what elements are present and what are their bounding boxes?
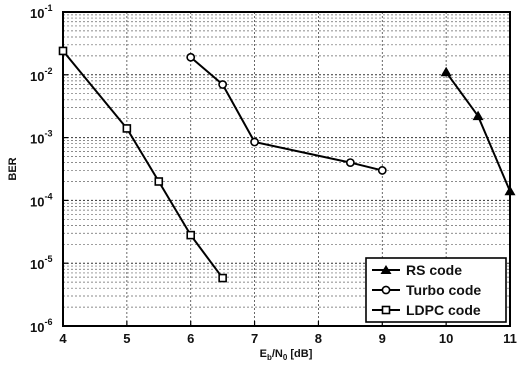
series-line-circle (190, 56, 383, 172)
y-tick-label: 10-1 (30, 3, 52, 21)
legend-circle-marker (381, 285, 391, 295)
y-tick-label: 10-2 (30, 66, 52, 84)
data-point-square (58, 46, 68, 56)
legend-entry-turbo: Turbo code (372, 282, 481, 298)
y-axis-label: BER (7, 157, 19, 180)
legend-label-turbo: Turbo code (406, 282, 481, 298)
x-tick-label: 6 (187, 331, 194, 346)
data-point-triangle (504, 185, 516, 196)
data-point-circle (186, 52, 196, 62)
data-point-circle (250, 137, 259, 147)
legend-label-ldpc: LDPC code (406, 302, 481, 318)
x-tick-label: 11 (503, 331, 517, 346)
legend: RS code Turbo code LDPC code (365, 257, 507, 323)
legend-square-marker (381, 305, 391, 315)
series-line-square (62, 50, 224, 279)
x-tick-label: 8 (315, 331, 322, 346)
data-point-square (186, 230, 196, 240)
y-tick-label: 10-4 (30, 191, 52, 209)
data-point-triangle (472, 110, 484, 121)
y-tick-label: 10-6 (30, 317, 52, 335)
x-tick-label: 10 (439, 331, 453, 346)
x-tick-label: 4 (59, 331, 67, 346)
data-point-square (218, 273, 227, 283)
legend-entry-ldpc: LDPC code (372, 302, 481, 318)
legend-triangle-marker (380, 265, 392, 274)
legend-label-rs: RS code (406, 262, 462, 278)
data-point-triangle (440, 66, 452, 77)
data-point-circle (345, 158, 355, 167)
x-axis-label: Eb/N0 [dB] (260, 348, 313, 362)
series-line-triangle (445, 71, 511, 192)
grid (63, 12, 510, 326)
x-tick-label: 5 (123, 331, 130, 346)
y-tick-label: 10-3 (30, 129, 52, 147)
y-tick-label: 10-5 (30, 254, 52, 272)
data-point-square (122, 124, 132, 133)
plot-frame (62, 11, 511, 327)
series-group (58, 46, 516, 283)
data-point-square (154, 177, 164, 186)
x-tick-label: 7 (251, 331, 258, 346)
data-point-circle (218, 80, 228, 89)
x-tick-label: 9 (379, 331, 386, 346)
data-point-circle (377, 166, 387, 175)
legend-entry-rs: RS code (372, 262, 462, 278)
axis-ticks: 4 5 6 7 8 9 10 11 10-6 10-5 10-4 10-3 10-2 10-1 (30, 3, 517, 346)
